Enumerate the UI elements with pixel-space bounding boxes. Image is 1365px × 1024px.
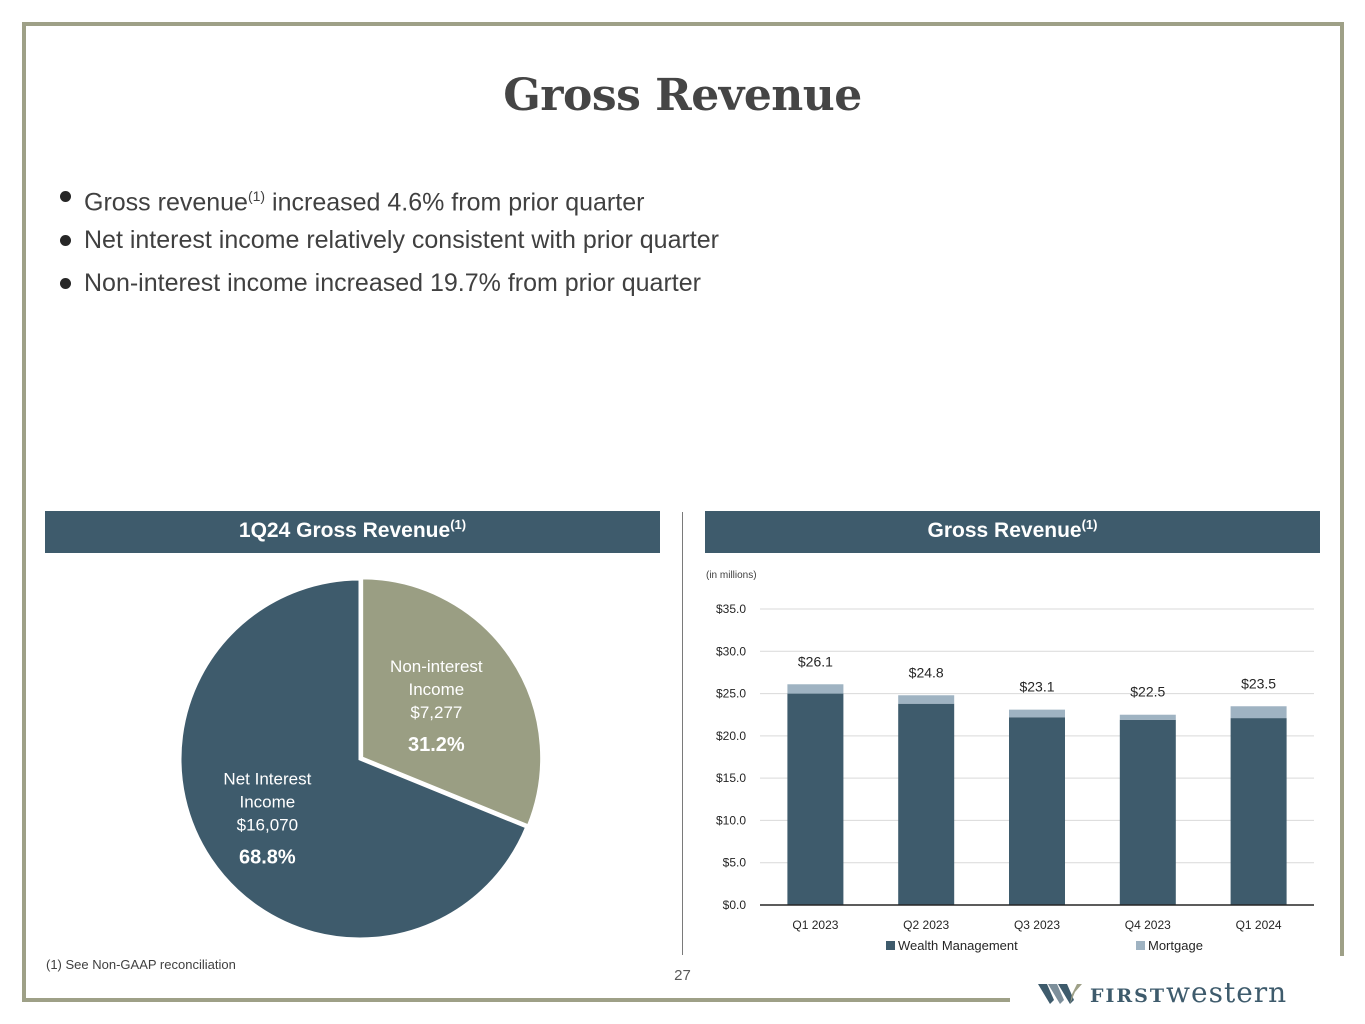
bar-segment-mortgage	[1009, 709, 1065, 718]
bullet-text: Non-interest income increased 19.7% from…	[84, 269, 701, 297]
bar-chart: (in millions) $0.0 $5.0 $10.0 $15.0 $20.0 $25.…	[706, 570, 1314, 953]
bar-panel-title: Gross Revenue	[927, 519, 1082, 542]
legend-label: Mortgage	[1148, 938, 1203, 953]
frame-bottom-border	[22, 998, 1010, 1002]
bar-total-label: $23.1	[1019, 679, 1054, 695]
page-title: Gross Revenue	[503, 70, 862, 121]
bar-panel-superscript: (1)	[1081, 517, 1098, 532]
pie-chart-container: Non-interest Income $7,277 31.2% Net Interes…	[45, 560, 665, 955]
pie-slice-percent-label: 68.8%	[239, 846, 296, 868]
legend-swatch	[1136, 941, 1145, 950]
frame-right-border	[1340, 22, 1344, 956]
y-tick-label: $35.0	[716, 602, 746, 616]
bullet-dot-icon	[60, 278, 71, 289]
y-tick-label: $30.0	[716, 644, 746, 658]
bullet-text: Net interest income relatively consisten…	[84, 225, 719, 254]
bar-segment-wealth-management	[787, 693, 844, 905]
footnote: (1) See Non-GAAP reconciliation	[46, 957, 236, 972]
y-tick-label: $5.0	[723, 856, 747, 870]
bullet-item: Net interest income relatively consisten…	[60, 222, 719, 266]
bar-segment-wealth-management	[1119, 719, 1176, 905]
pie-slice-group	[178, 577, 529, 941]
pie-slice-label: Non-interest	[390, 657, 483, 676]
y-tick-label: $0.0	[723, 898, 747, 912]
logo-wordmark: FIRSTwestern	[1090, 976, 1287, 1009]
x-tick-label: Q1 2023	[792, 918, 838, 932]
x-tick-label: Q3 2023	[1014, 918, 1060, 932]
pie-slice-percent-label: 31.2%	[408, 734, 465, 756]
pie-slice-group	[360, 576, 544, 828]
bullet-text: Gross revenue	[84, 188, 248, 217]
frame-left-border	[22, 22, 26, 1002]
bar-segment-wealth-management	[1009, 717, 1065, 905]
bullet-item: Gross revenue(1) increased 4.6% from pri…	[60, 178, 719, 222]
bullet-item: Non-interest income increased 19.7% from…	[60, 265, 719, 309]
legend-label: Wealth Management	[898, 938, 1018, 953]
bar-total-label: $26.1	[798, 653, 833, 669]
pie-panel-title: 1Q24 Gross Revenue	[238, 519, 451, 542]
pie-panel-superscript: (1)	[450, 517, 467, 532]
bullet-superscript: (1)	[247, 188, 266, 204]
bullet-dot-icon	[60, 191, 71, 202]
x-tick-label: Q2 2023	[903, 918, 949, 932]
pie-slice	[178, 577, 529, 941]
logo-w-icon	[1038, 984, 1082, 1004]
legend-swatch	[886, 941, 895, 950]
y-tick-label: $25.0	[716, 687, 746, 701]
bar-panel-header: Gross Revenue(1)	[705, 511, 1320, 553]
logo-western-text: western	[1166, 976, 1288, 1009]
company-logo: FIRSTwestern	[1036, 976, 1346, 1009]
bar-total-label: $23.5	[1241, 675, 1276, 691]
bullet-list: Gross revenue(1) increased 4.6% from pri…	[60, 178, 719, 309]
pie-slice-label: Income	[408, 680, 464, 699]
bar-segment-wealth-management	[1230, 718, 1287, 905]
bullet-dot-icon	[60, 234, 71, 246]
y-tick-label: $15.0	[716, 771, 746, 785]
bullet-text-cont: increased 4.6% from prior quarter	[265, 188, 645, 217]
x-tick-label: Q1 2024	[1236, 918, 1282, 932]
pie-slice-value-label: $7,277	[410, 703, 462, 722]
pie-chart: Non-interest Income $7,277 31.2% Net Interes…	[178, 576, 544, 941]
pie-panel-header: 1Q24 Gross Revenue(1)	[45, 511, 660, 553]
pie-slice-label: Income	[239, 792, 295, 811]
panel-divider	[682, 512, 683, 955]
bar-segment-wealth-management	[898, 703, 955, 905]
page-number: 27	[674, 967, 691, 984]
x-tick-label: Q4 2023	[1125, 918, 1171, 932]
unit-note: (in millions)	[706, 570, 757, 581]
pie-slice-value-label: $16,070	[237, 815, 298, 834]
bar-total-label: $22.5	[1130, 684, 1165, 700]
y-tick-label: $10.0	[716, 813, 746, 827]
bar-total-label: $24.8	[909, 664, 944, 680]
pie-slice	[360, 576, 544, 828]
logo-first-text: FIRST	[1090, 985, 1167, 1007]
bar-segment-mortgage	[1230, 706, 1287, 719]
pie-slice-label: Net Interest	[223, 769, 311, 788]
bar-segment-mortgage	[787, 684, 844, 694]
bar-segment-mortgage	[1119, 714, 1176, 720]
frame-top-border	[22, 22, 1344, 26]
bar-segment-mortgage	[898, 695, 955, 704]
y-tick-label: $20.0	[716, 729, 746, 743]
